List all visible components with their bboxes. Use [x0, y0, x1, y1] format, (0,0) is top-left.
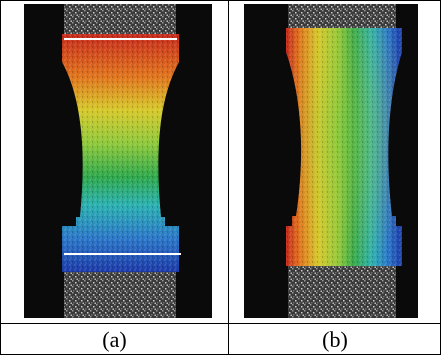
caption-divider [0, 323, 441, 324]
panel-b-image [244, 4, 418, 318]
panel-a-image [24, 4, 212, 318]
panel-a-caption: (a) [102, 327, 127, 352]
panel-a-specimen-grip-top [64, 4, 176, 34]
panel-b-speckle-overlay [286, 28, 402, 266]
panel-b-caption: (b) [322, 327, 348, 352]
panel-divider-vertical [228, 0, 229, 355]
panel-a-specimen-grip-bottom [64, 272, 176, 318]
panel-b-specimen-grip-bottom [288, 266, 396, 318]
panel-a-speckle-overlay [62, 34, 179, 272]
panel-b-specimen-grip-top [288, 4, 396, 28]
